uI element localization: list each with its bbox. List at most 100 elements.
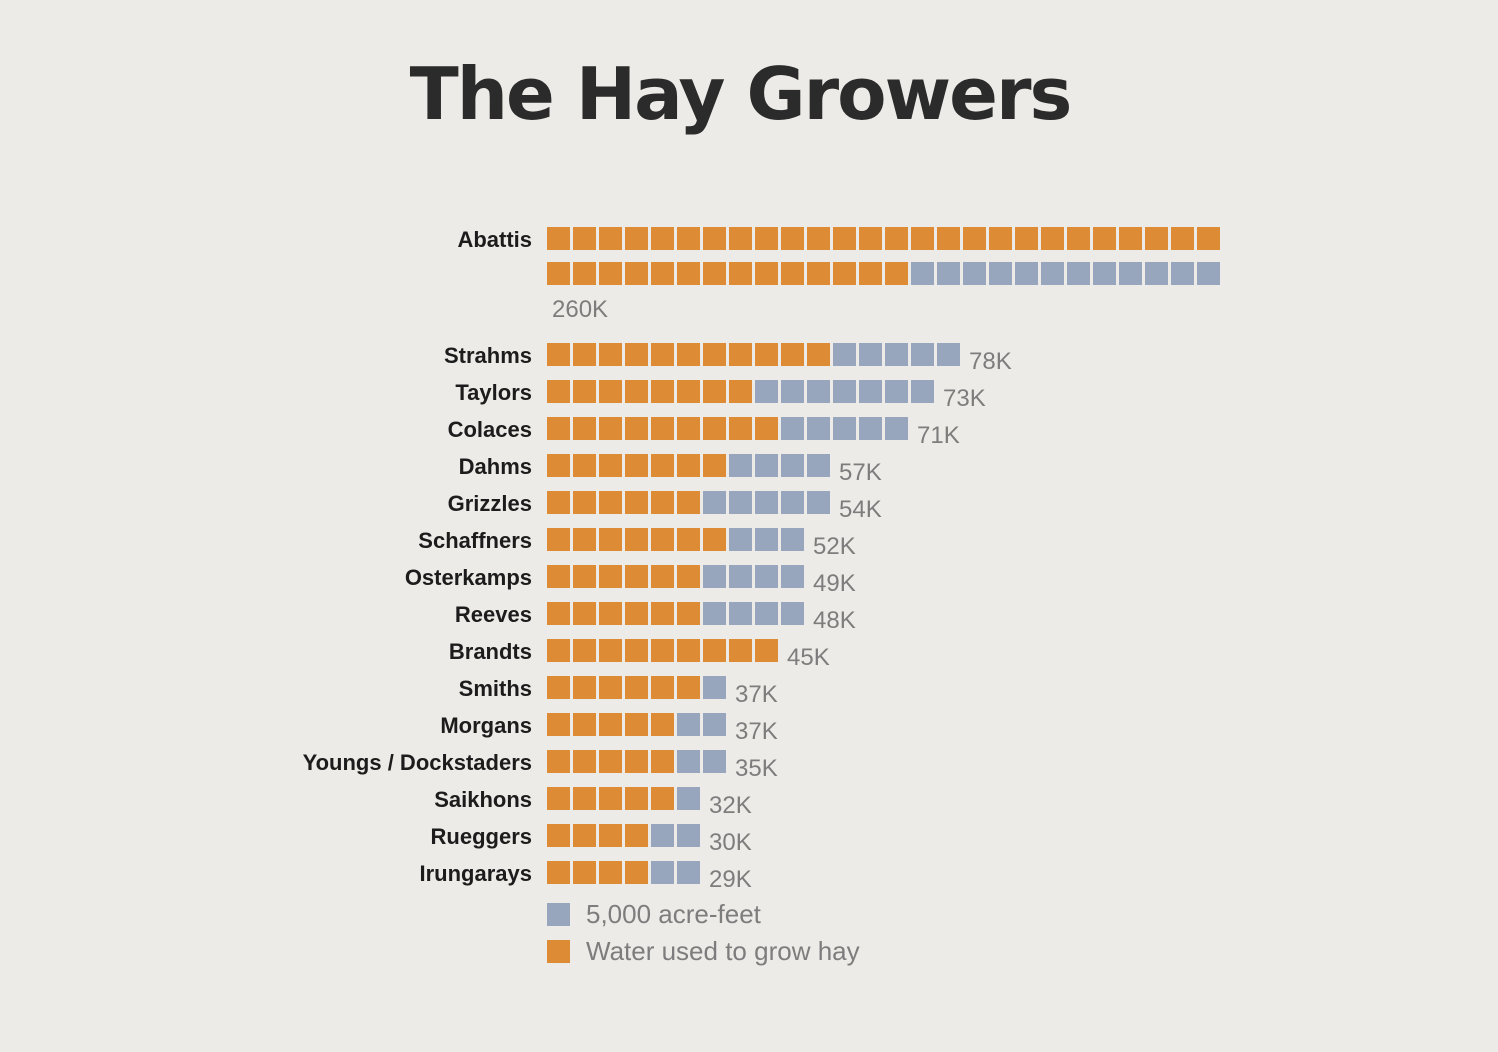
hay-square [1119,227,1142,250]
value-label: 78K [969,348,1012,375]
hay-square [885,227,908,250]
value-label: 73K [943,385,986,412]
hay-square [625,824,648,847]
hay-square [599,602,622,625]
total-square [729,454,752,477]
total-square [729,491,752,514]
value-label: 30K [709,829,752,856]
hay-square [547,861,570,884]
hay-square [755,639,778,662]
hay-square [625,454,648,477]
total-square [755,565,778,588]
total-square [651,861,674,884]
category-label: Morgans [440,713,532,738]
hay-square [703,454,726,477]
hay-square [547,676,570,699]
hay-square [599,676,622,699]
hay-square [625,713,648,736]
total-square [1015,262,1038,285]
hay-square [729,262,752,285]
total-square [833,343,856,366]
category-label: Dahms [459,454,532,479]
category-label: Strahms [444,343,532,368]
hay-square [677,676,700,699]
hay-square [573,227,596,250]
hay-square [547,454,570,477]
hay-square [651,262,674,285]
total-square [937,262,960,285]
hay-square [573,602,596,625]
value-label: 32K [709,792,752,819]
hay-square [703,639,726,662]
category-label: Colaces [448,417,532,442]
value-label: 71K [917,422,960,449]
hay-square [573,750,596,773]
hay-square [547,343,570,366]
hay-square [573,639,596,662]
hay-square [599,861,622,884]
legend-swatch-total [547,903,570,926]
hay-square [677,491,700,514]
value-label: 35K [735,755,778,782]
category-label: Irungarays [420,861,533,886]
category-label: Rueggers [431,824,532,849]
total-square [755,491,778,514]
total-square [911,343,934,366]
total-square [703,713,726,736]
value-label: 45K [787,644,830,671]
hay-square [651,639,674,662]
hay-square [781,262,804,285]
hay-square [651,491,674,514]
hay-square [573,824,596,847]
total-square [781,528,804,551]
hay-square [937,227,960,250]
total-square [807,491,830,514]
hay-square [807,227,830,250]
total-square [729,565,752,588]
hay-square [625,602,648,625]
total-square [703,676,726,699]
hay-square [573,262,596,285]
hay-square [677,380,700,403]
hay-square [677,528,700,551]
hay-square [573,676,596,699]
hay-square [599,380,622,403]
hay-square [1041,227,1064,250]
total-square [807,454,830,477]
hay-square [651,454,674,477]
hay-square [729,343,752,366]
hay-square [703,343,726,366]
hay-square [703,528,726,551]
hay-square [573,454,596,477]
total-square [729,602,752,625]
total-square [703,602,726,625]
category-label: Abattis [457,227,532,252]
hay-square [599,491,622,514]
total-square [911,380,934,403]
total-square [729,528,752,551]
hay-square [885,262,908,285]
hay-square [729,227,752,250]
hay-square [625,227,648,250]
hay-square [599,454,622,477]
legend-label: 5,000 acre-feet [586,899,762,929]
hay-square [781,343,804,366]
legend-label: Water used to grow hay [586,936,860,966]
hay-square [573,861,596,884]
total-square [885,343,908,366]
hay-square [677,602,700,625]
hay-square [677,565,700,588]
hay-square [911,227,934,250]
value-label: 54K [839,496,882,523]
hay-square [651,750,674,773]
hay-square [677,343,700,366]
hay-square [651,787,674,810]
category-label: Taylors [455,380,532,405]
hay-square [625,861,648,884]
hay-square [729,639,752,662]
hay-square [677,262,700,285]
hay-square [599,787,622,810]
hay-square [729,417,752,440]
hay-square [755,262,778,285]
hay-square [651,528,674,551]
